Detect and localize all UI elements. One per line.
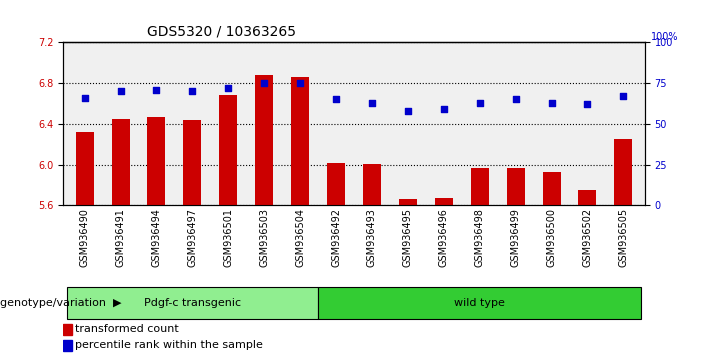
Text: GDS5320 / 10363265: GDS5320 / 10363265 — [147, 25, 297, 39]
Bar — [363, 164, 381, 205]
Bar — [63, 340, 72, 351]
Bar — [67, 287, 318, 319]
Text: wild type: wild type — [454, 298, 505, 308]
Point — [79, 95, 90, 101]
Bar — [76, 132, 94, 205]
Bar — [291, 77, 309, 205]
Point — [115, 88, 126, 94]
Bar — [435, 198, 453, 205]
Bar — [219, 96, 237, 205]
Point — [438, 107, 449, 112]
Bar — [543, 172, 561, 205]
Point — [294, 80, 306, 86]
Point — [223, 85, 234, 91]
Point — [186, 88, 198, 94]
Text: 100%: 100% — [651, 33, 678, 42]
Point — [618, 93, 629, 99]
Bar — [147, 117, 165, 205]
Text: genotype/variation  ▶: genotype/variation ▶ — [0, 298, 121, 308]
Bar — [184, 120, 201, 205]
Bar — [471, 168, 489, 205]
Point — [510, 97, 522, 102]
Text: Pdgf-c transgenic: Pdgf-c transgenic — [144, 298, 241, 308]
Point — [330, 97, 341, 102]
Bar — [327, 162, 345, 205]
Bar — [255, 75, 273, 205]
Point — [259, 80, 270, 86]
Point — [582, 102, 593, 107]
Point — [546, 100, 557, 105]
Text: transformed count: transformed count — [76, 325, 179, 335]
Bar — [614, 139, 632, 205]
Bar — [507, 168, 524, 205]
Point — [474, 100, 485, 105]
Point — [402, 108, 414, 114]
Bar — [63, 324, 72, 335]
Bar — [318, 287, 641, 319]
Bar — [399, 199, 417, 205]
Bar — [111, 119, 130, 205]
Bar — [578, 190, 597, 205]
Point — [367, 100, 378, 105]
Text: percentile rank within the sample: percentile rank within the sample — [76, 341, 264, 350]
Point — [151, 87, 162, 92]
